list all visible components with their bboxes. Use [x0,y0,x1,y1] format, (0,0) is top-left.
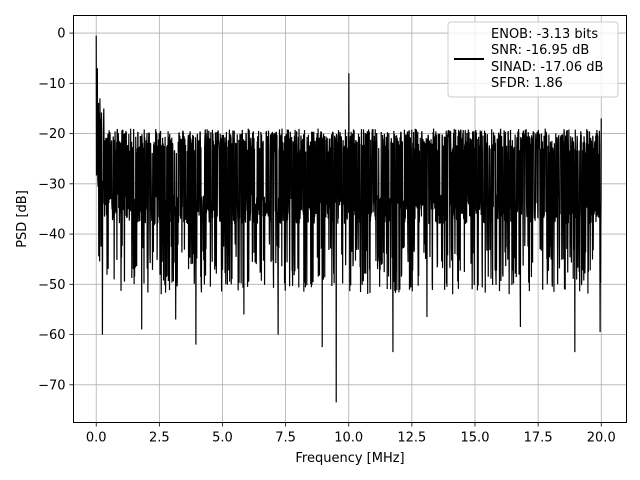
axes-frame [73,15,627,423]
x-tick-label: 2.5 [149,431,170,446]
x-tick-label: 20.0 [587,431,616,446]
x-tick-label: 5.0 [212,431,233,446]
legend-box [447,21,619,98]
axis-ticks: 0.0 2.5 5.0 7.5 10.0 12.5 15.0 17.5 20.0 0 −10 −20 −… [38,27,616,446]
x-axis-label: Frequency [MHz] [295,451,404,466]
legend-enob: ENOB: -3.13 bits [491,27,598,42]
x-tick-label: 17.5 [524,431,553,446]
y-tick-label: 0 [57,27,65,42]
x-tick-label: 10.0 [334,431,363,446]
y-tick-label: −30 [38,177,65,192]
y-tick-label: −70 [38,378,65,393]
legend: ENOB: -3.13 bits SNR: -16.95 dB SINAD: -… [447,21,619,98]
y-tick-label: −60 [38,328,65,343]
y-tick-label: −20 [38,127,65,142]
psd-series-line [95,35,602,403]
x-tick-label: 7.5 [275,431,296,446]
y-tick-label: −50 [38,278,65,293]
x-tick-label: 12.5 [397,431,426,446]
x-tick-label: 15.0 [461,431,490,446]
legend-sinad: SINAD: -17.06 dB [491,60,603,75]
y-tick-label: −40 [38,228,65,243]
legend-snr: SNR: -16.95 dB [491,43,589,58]
y-axis-label: PSD [dB] [15,190,30,248]
plot-area [95,35,602,403]
legend-sfdr: SFDR: 1.86 [491,76,563,91]
y-tick-label: −10 [38,77,65,92]
x-tick-label: 0.0 [86,431,107,446]
